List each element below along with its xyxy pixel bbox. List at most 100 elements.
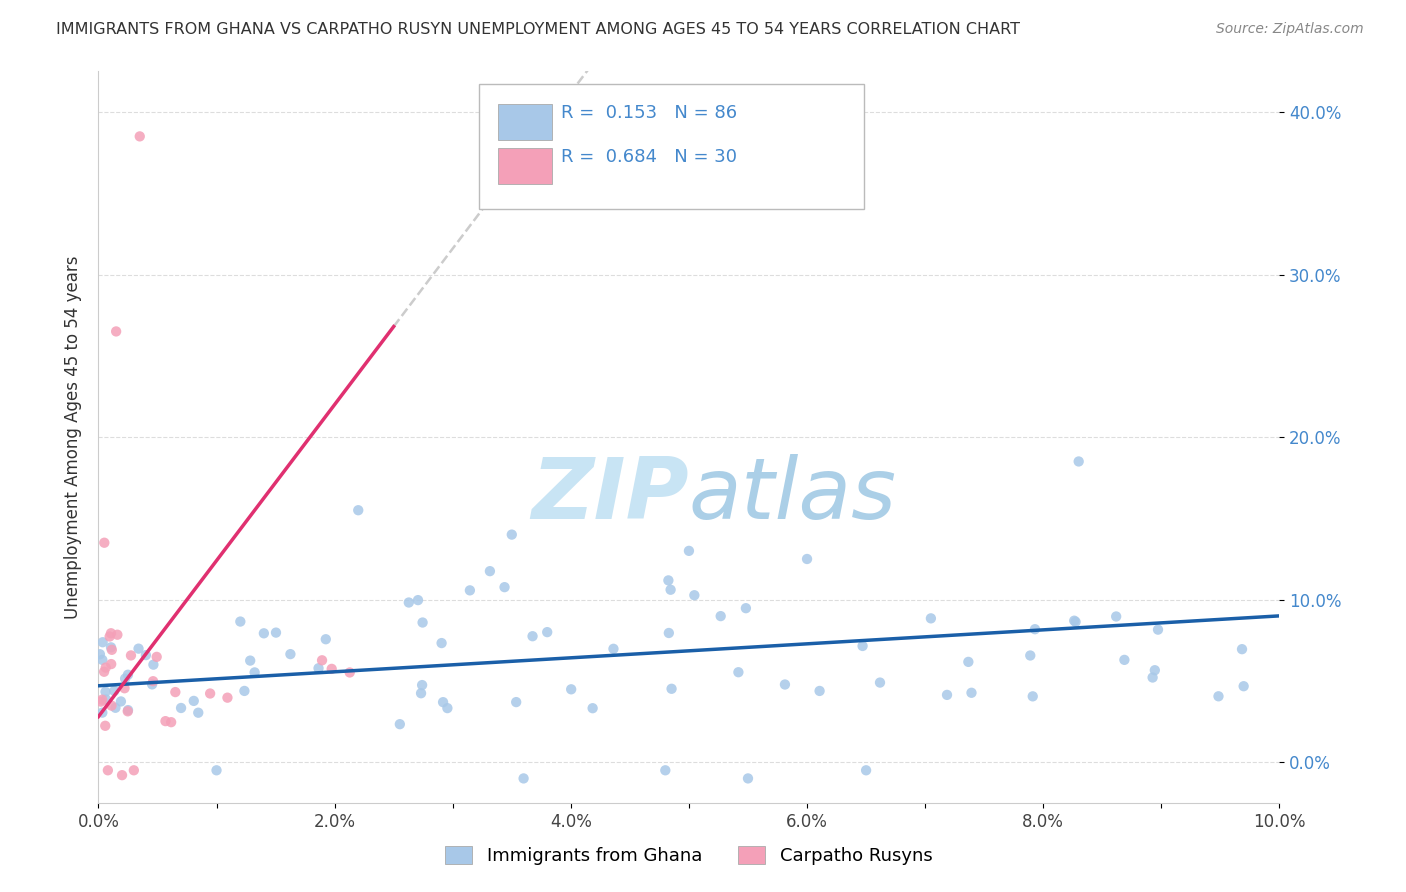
Point	[229, 615, 252, 629]
Text: atlas: atlas	[689, 454, 897, 537]
Point	[91, 653, 114, 667]
Point	[710, 609, 733, 624]
Point	[796, 552, 818, 566]
Point	[388, 717, 411, 731]
Point	[661, 681, 683, 696]
Point	[406, 593, 429, 607]
Point	[678, 544, 700, 558]
Point	[183, 694, 205, 708]
Point	[602, 641, 624, 656]
Point	[920, 611, 942, 625]
Point	[501, 527, 523, 541]
Point	[264, 625, 287, 640]
Point	[243, 665, 266, 680]
Point	[654, 764, 676, 778]
Point	[339, 665, 361, 680]
Point	[1022, 690, 1045, 704]
Point	[808, 684, 831, 698]
Point	[582, 701, 605, 715]
FancyBboxPatch shape	[478, 84, 863, 209]
Point	[321, 662, 343, 676]
Point	[1114, 653, 1136, 667]
Text: Source: ZipAtlas.com: Source: ZipAtlas.com	[1216, 22, 1364, 37]
Point	[128, 641, 150, 656]
Point	[217, 690, 239, 705]
Point	[773, 677, 796, 691]
Point	[852, 639, 875, 653]
Point	[105, 325, 128, 339]
Point	[436, 701, 458, 715]
Point	[170, 701, 193, 715]
Point	[91, 635, 114, 649]
Point	[111, 768, 134, 782]
Point	[165, 685, 187, 699]
Point	[160, 715, 183, 730]
Point	[1105, 609, 1128, 624]
Point	[458, 583, 481, 598]
Point	[1230, 642, 1253, 657]
Point	[1064, 615, 1087, 629]
Point	[94, 692, 117, 706]
Point	[735, 601, 758, 615]
Point	[93, 535, 115, 549]
Point	[411, 678, 433, 692]
Point	[117, 667, 139, 681]
Y-axis label: Unemployment Among Ages 45 to 54 years: Unemployment Among Ages 45 to 54 years	[63, 255, 82, 619]
Point	[94, 660, 117, 674]
Point	[412, 615, 434, 630]
Point	[536, 625, 558, 640]
Point	[100, 640, 122, 655]
FancyBboxPatch shape	[498, 104, 553, 140]
Text: ZIP: ZIP	[531, 454, 689, 537]
Point	[187, 706, 209, 720]
Point	[869, 675, 891, 690]
Point	[100, 657, 122, 671]
Point	[659, 582, 682, 597]
Point	[101, 642, 124, 657]
Point	[494, 580, 516, 594]
Point	[522, 629, 544, 643]
Point	[141, 677, 163, 691]
Point	[1019, 648, 1042, 663]
Point	[1063, 614, 1085, 628]
Point	[1233, 679, 1256, 693]
Point	[104, 700, 127, 714]
Point	[727, 665, 749, 680]
Point	[105, 628, 128, 642]
Point	[560, 682, 582, 697]
Point	[117, 704, 139, 718]
Point	[315, 632, 337, 647]
Point	[114, 681, 136, 696]
Point	[198, 686, 221, 700]
FancyBboxPatch shape	[498, 148, 553, 184]
Point	[142, 674, 165, 689]
Point	[122, 764, 145, 778]
Point	[657, 574, 679, 588]
Point	[97, 764, 120, 778]
Point	[103, 684, 125, 698]
Point	[957, 655, 980, 669]
Point	[347, 503, 370, 517]
Point	[398, 595, 420, 609]
Text: R =  0.684   N = 30: R = 0.684 N = 30	[561, 148, 737, 166]
Point	[432, 695, 454, 709]
Point	[145, 649, 167, 664]
Point	[155, 714, 177, 728]
Text: R =  0.153   N = 86: R = 0.153 N = 86	[561, 104, 738, 122]
Point	[311, 653, 333, 667]
Point	[855, 764, 877, 778]
Point	[110, 694, 132, 708]
Point	[960, 686, 983, 700]
Point	[120, 648, 142, 663]
Point	[91, 706, 114, 720]
Point	[1067, 454, 1090, 468]
Point	[1143, 663, 1166, 677]
Point	[93, 665, 115, 679]
Point	[100, 698, 122, 713]
Point	[239, 654, 262, 668]
Point	[737, 772, 759, 786]
Point	[512, 772, 534, 786]
Point	[233, 684, 256, 698]
Legend: Immigrants from Ghana, Carpatho Rusyns: Immigrants from Ghana, Carpatho Rusyns	[436, 837, 942, 874]
Point	[478, 564, 501, 578]
